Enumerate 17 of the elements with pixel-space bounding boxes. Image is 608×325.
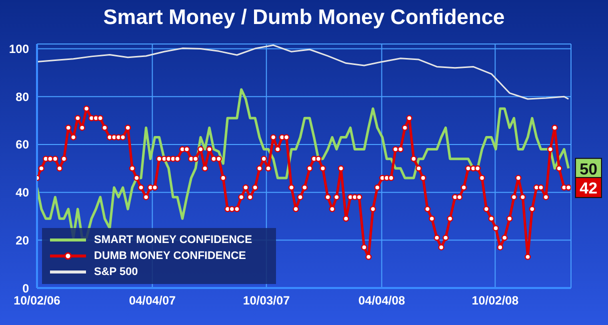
y-tick-label: 40 [16, 186, 30, 200]
legend-label: DUMB MONEY CONFIDENCE [94, 250, 246, 262]
y-tick-label: 60 [16, 138, 30, 152]
x-tick-label: 10/03/07 [243, 294, 290, 308]
y-tick-label: 80 [16, 90, 30, 104]
x-tick-label: 10/02/06 [14, 294, 61, 308]
legend-label: SMART MONEY CONFIDENCE [94, 234, 252, 246]
y-tick-label: 20 [16, 233, 30, 248]
x-tick-label: 04/04/07 [128, 294, 176, 308]
data-label: 50 [580, 161, 598, 178]
chart-title: Smart Money / Dumb Money Confidence [102, 6, 506, 30]
y-tick-label: 100 [8, 42, 30, 56]
legend-label: S&P 500 [94, 266, 138, 278]
x-tick-label: 04/04/08 [358, 294, 406, 308]
x-tick-label: 10/02/08 [472, 294, 519, 308]
data-label: 42 [580, 180, 598, 198]
y-tick-label: 0 [22, 281, 30, 296]
